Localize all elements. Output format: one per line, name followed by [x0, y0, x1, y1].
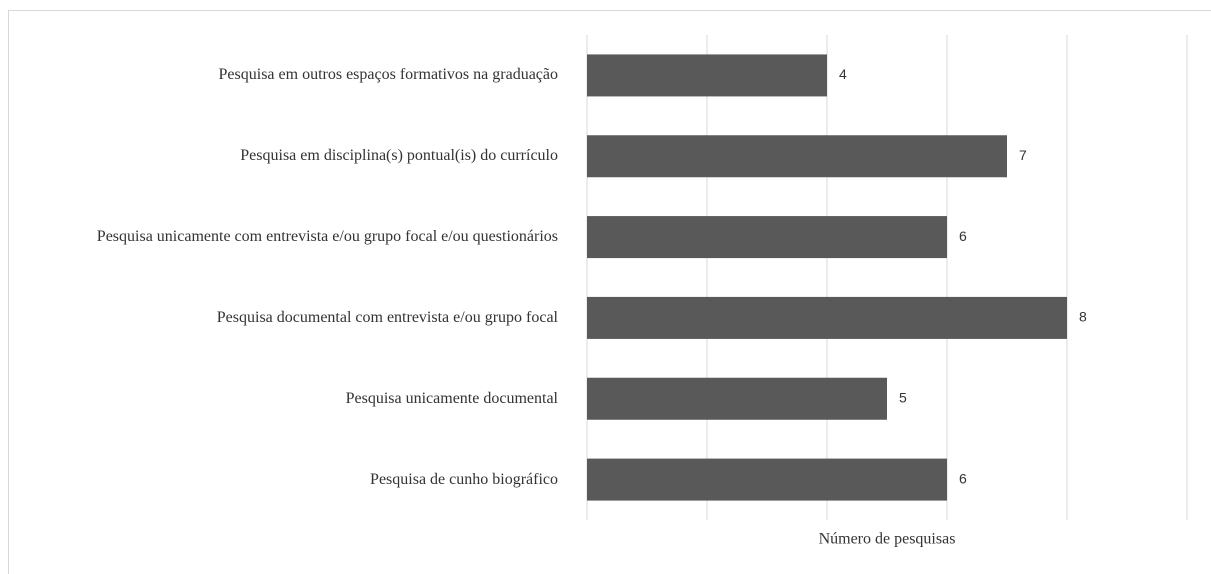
- chart-border: [8, 10, 1211, 574]
- x-axis-label: Número de pesquisas: [819, 531, 956, 548]
- bar: [587, 54, 827, 97]
- y-tick-label: Pesquisa unicamente com entrevista e/ou …: [96, 228, 558, 246]
- y-tick-label: Pesquisa em outros espaços formativos na…: [218, 66, 558, 84]
- bar: [587, 377, 887, 420]
- data-label: 4: [839, 66, 847, 82]
- data-label: 7: [1019, 147, 1027, 163]
- data-label: 6: [959, 228, 967, 244]
- bar: [587, 216, 947, 259]
- y-tick-label: Pesquisa documental com entrevista e/ou …: [216, 308, 558, 326]
- data-label: 8: [1079, 309, 1087, 325]
- bar: [587, 296, 1067, 339]
- y-tick-label: Pesquisa em disciplina(s) pontual(is) do…: [240, 147, 558, 165]
- data-label: 6: [959, 470, 967, 486]
- data-label: 5: [899, 389, 907, 405]
- bar: [587, 135, 1007, 178]
- y-tick-label: Pesquisa de cunho biográfico: [370, 470, 558, 488]
- bar: [587, 458, 947, 501]
- y-tick-label: Pesquisa unicamente documental: [345, 389, 558, 407]
